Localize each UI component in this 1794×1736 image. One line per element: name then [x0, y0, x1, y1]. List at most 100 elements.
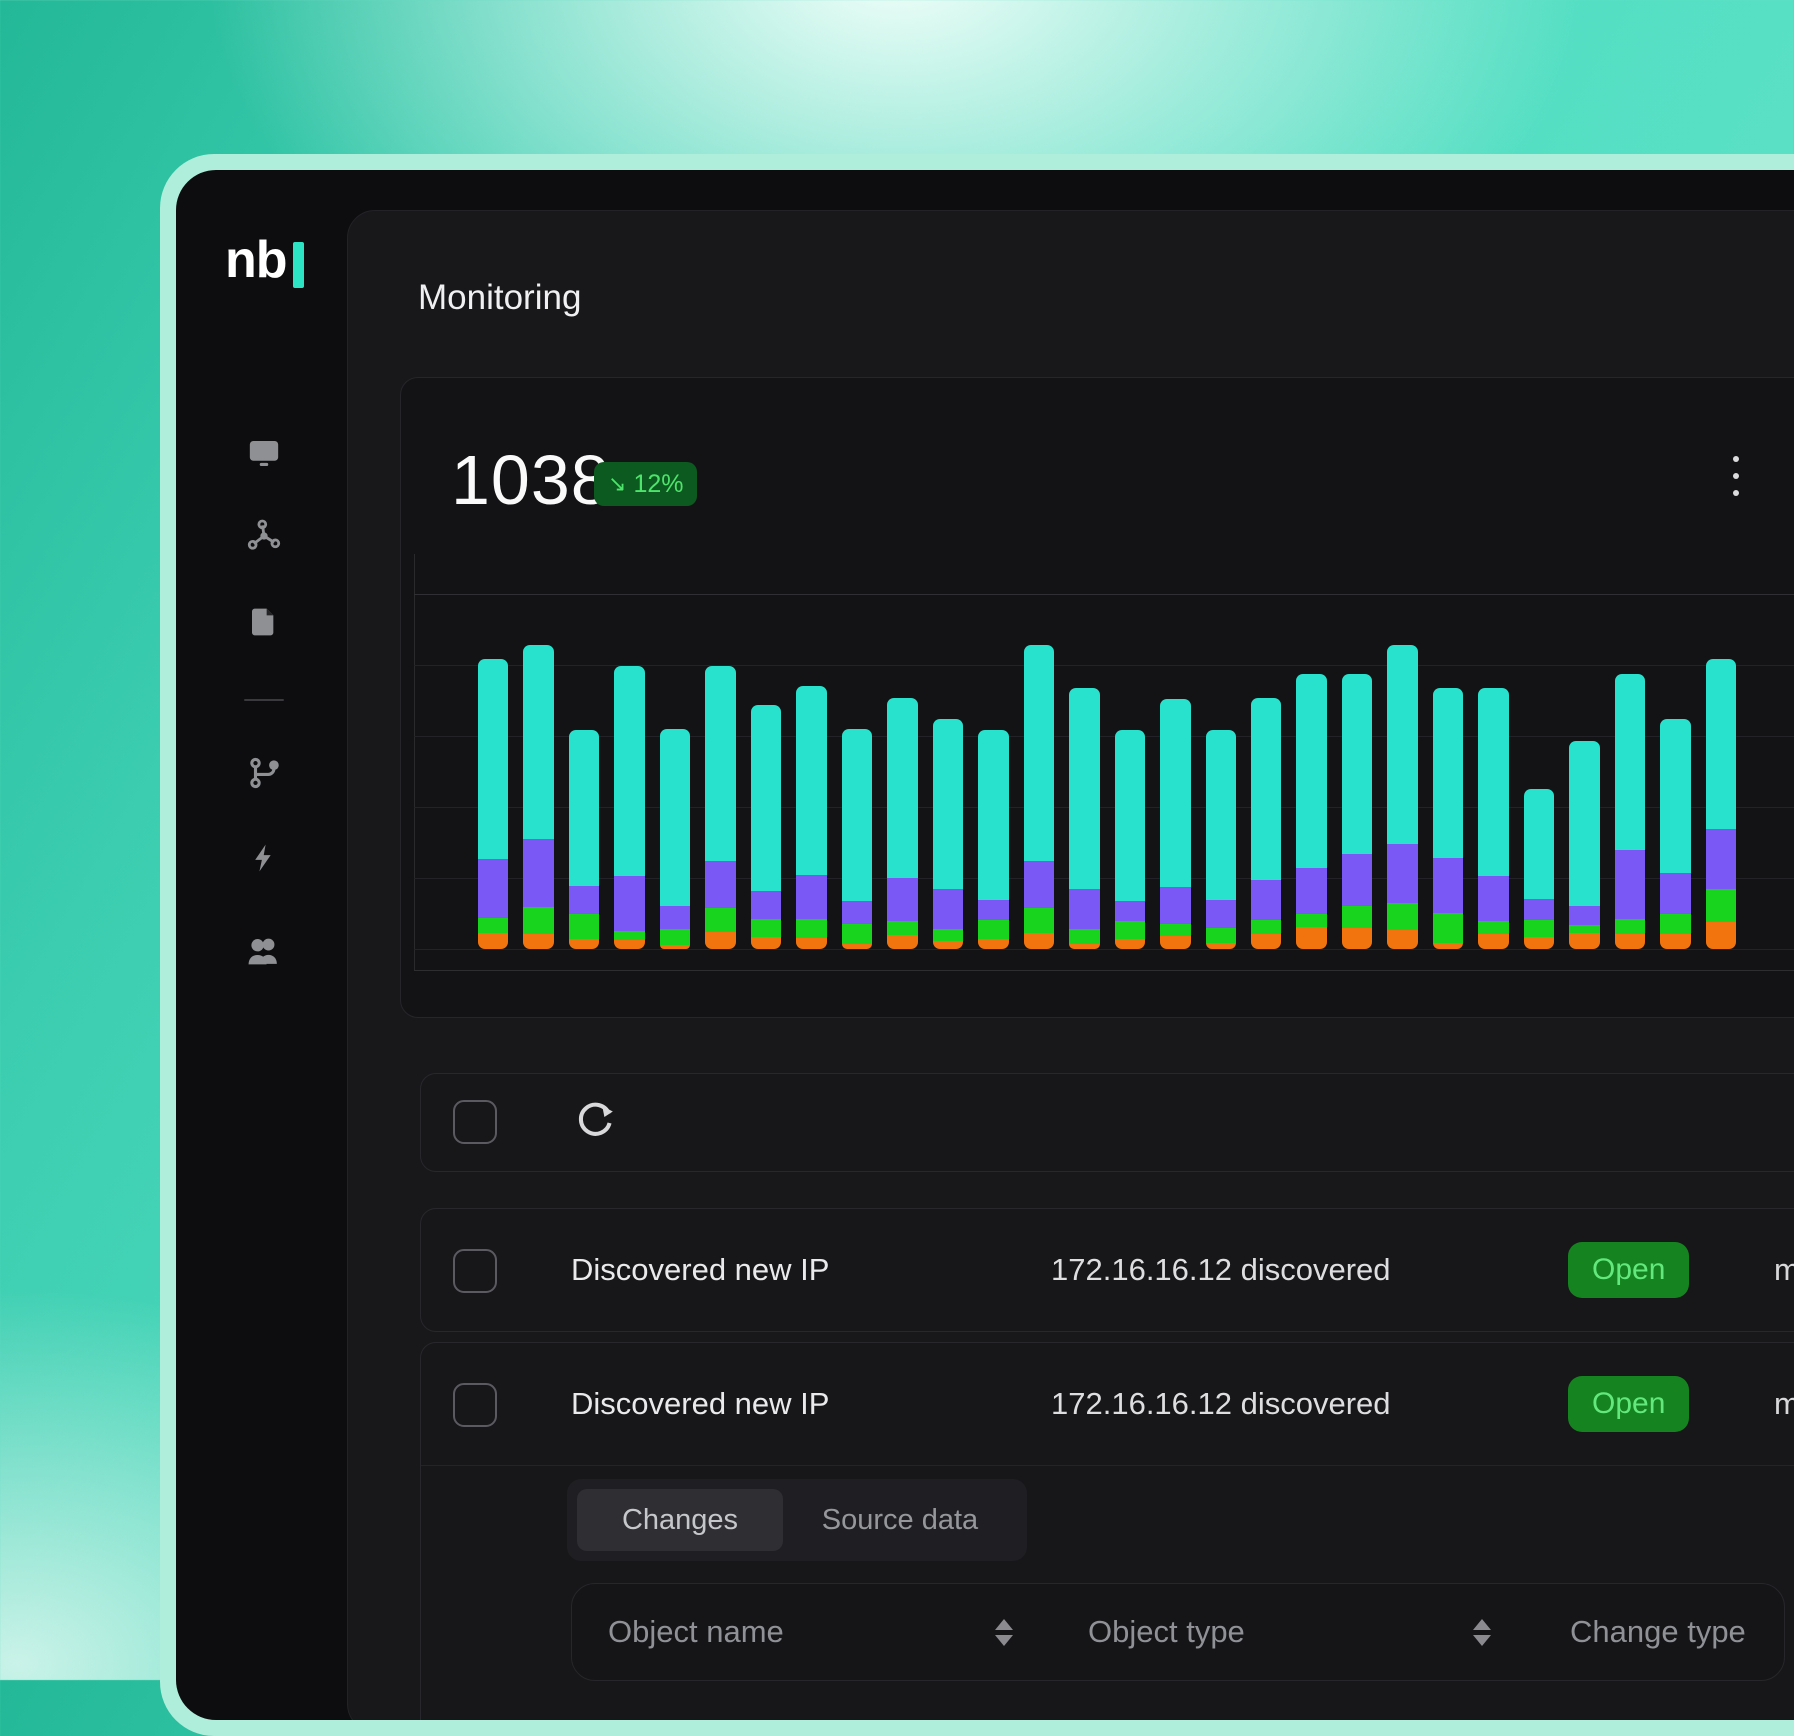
lightning-icon[interactable]	[246, 840, 282, 876]
stat-value: 1038	[451, 441, 611, 519]
bar-segment-purple	[1023, 861, 1055, 908]
bar-segment-orange	[796, 938, 827, 949]
users-icon[interactable]	[246, 933, 282, 969]
bar-segment-purple	[1250, 880, 1282, 920]
column-header-object-type[interactable]: Object type	[1088, 1614, 1245, 1649]
delta-text: 12%	[633, 469, 684, 498]
bar-segment-green	[1160, 924, 1191, 936]
bar-segment-purple	[1387, 844, 1418, 903]
bar-segment-cyan	[659, 729, 691, 906]
refresh-icon[interactable]	[572, 1100, 618, 1146]
bar	[1023, 645, 1055, 949]
bar-segment-purple	[750, 891, 782, 919]
bar-segment-cyan	[1432, 688, 1464, 858]
bar-segment-cyan	[614, 666, 645, 876]
bar	[478, 659, 509, 949]
bar-segment-orange	[478, 933, 509, 949]
chart-gridline	[414, 736, 1794, 737]
bar-segment-purple	[705, 861, 736, 908]
bar-segment-cyan	[1296, 674, 1327, 868]
bar-segment-purple	[1614, 850, 1646, 919]
sidebar-divider	[244, 699, 284, 701]
select-all-checkbox[interactable]	[453, 1100, 497, 1144]
bar-segment-green	[1069, 929, 1100, 944]
monitor-icon[interactable]	[246, 435, 282, 471]
sort-icon[interactable]	[1473, 1584, 1491, 1680]
bar-segment-green	[1660, 914, 1691, 934]
logo: nb	[225, 231, 288, 289]
bar	[796, 686, 827, 949]
status-badge: Open	[1568, 1242, 1690, 1298]
bar-segment-cyan	[705, 666, 736, 861]
bar-segment-cyan	[841, 729, 873, 901]
column-header-change-type[interactable]: Change type	[1570, 1614, 1746, 1649]
bar	[978, 730, 1009, 949]
bar-segment-purple	[659, 906, 691, 929]
tab-source-data[interactable]: Source data	[821, 1503, 979, 1536]
bar-segment-purple	[614, 876, 645, 931]
bar-segment-orange	[1432, 943, 1464, 949]
bar	[841, 729, 873, 949]
row-checkbox[interactable]	[453, 1249, 497, 1293]
bar-segment-orange	[978, 939, 1009, 949]
bar-segment-cyan	[978, 730, 1009, 900]
column-header-object-name[interactable]: Object name	[608, 1614, 784, 1649]
tab-group: Changes Source data	[567, 1479, 1027, 1561]
chart-bars	[478, 589, 1737, 949]
bar-segment-cyan	[1478, 688, 1509, 876]
bar-segment-cyan	[1205, 730, 1236, 900]
alert-row[interactable]: Discovered new IP 172.16.16.12 discovere…	[420, 1208, 1794, 1332]
bar-segment-green	[750, 919, 782, 937]
bar-segment-cyan	[1023, 645, 1055, 861]
bar-segment-green	[1341, 906, 1373, 928]
bar-segment-orange	[1478, 934, 1509, 949]
row-title: Discovered new IP	[571, 1252, 830, 1287]
row-checkbox[interactable]	[453, 1383, 497, 1427]
bar	[1160, 699, 1191, 949]
git-branch-icon[interactable]	[246, 755, 282, 791]
bar-segment-orange	[887, 935, 918, 949]
bar-segment-orange	[1250, 934, 1282, 949]
sort-icon[interactable]	[995, 1584, 1013, 1680]
document-icon[interactable]	[246, 604, 282, 640]
bar-segment-green	[978, 920, 1009, 939]
bar-segment-green	[1296, 914, 1327, 927]
bar-segment-green	[568, 914, 600, 939]
bar-segment-orange	[1705, 922, 1737, 949]
bar	[1387, 645, 1418, 949]
bar-segment-orange	[1660, 934, 1691, 949]
bar-segment-green	[1387, 903, 1418, 930]
bar-segment-orange	[1614, 934, 1646, 949]
bar-segment-orange	[1387, 930, 1418, 949]
bar-segment-green	[796, 919, 827, 938]
bar-segment-purple	[1523, 899, 1555, 920]
bar-segment-orange	[1160, 936, 1191, 949]
bar-segment-purple	[1569, 906, 1600, 925]
alert-row-expanded[interactable]: Discovered new IP 172.16.16.12 discovere…	[420, 1342, 1794, 1720]
bar-segment-green	[1478, 921, 1509, 934]
chart-gridline	[414, 949, 1794, 950]
bar	[1660, 719, 1691, 949]
bar	[1205, 730, 1236, 949]
chart-y-axis	[414, 554, 415, 970]
chart-gridline	[414, 878, 1794, 879]
bar-segment-green	[659, 929, 691, 945]
bar-segment-cyan	[887, 698, 918, 878]
bar-segment-green	[705, 908, 736, 932]
kebab-menu-button[interactable]	[1723, 448, 1749, 504]
bar-segment-cyan	[1160, 699, 1191, 887]
bar-segment-purple	[841, 901, 873, 924]
bar-segment-cyan	[523, 645, 554, 839]
bar	[1614, 674, 1646, 949]
bar-segment-orange	[568, 939, 600, 949]
bar-segment-purple	[478, 859, 509, 918]
bar-segment-cyan	[1114, 730, 1146, 901]
bar-segment-purple	[1341, 854, 1373, 906]
bar-segment-purple	[887, 878, 918, 921]
bar-segment-purple	[1432, 858, 1464, 913]
bar-segment-purple	[1205, 900, 1236, 928]
bar-segment-green	[1614, 919, 1646, 934]
bar-segment-green	[478, 918, 509, 933]
network-hub-icon[interactable]	[246, 518, 282, 554]
tab-changes[interactable]: Changes	[577, 1489, 783, 1551]
